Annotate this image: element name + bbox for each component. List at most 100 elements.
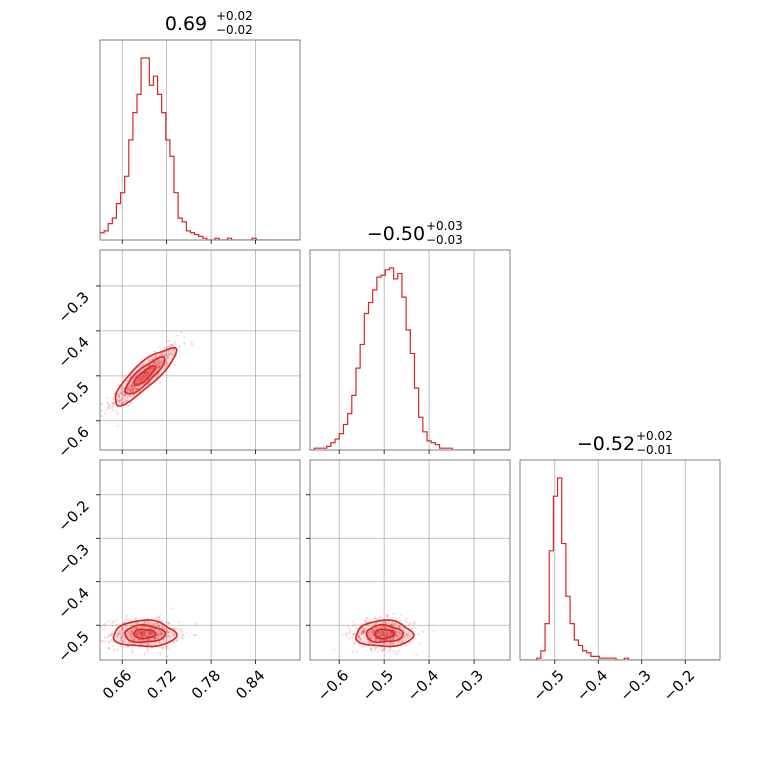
sample-point: [120, 627, 124, 630]
sample-point: [107, 406, 110, 409]
sample-point: [166, 339, 169, 343]
panel-content: [520, 477, 720, 660]
sample-point: [150, 646, 153, 650]
sample-point: [139, 370, 143, 373]
sample-point: [371, 632, 374, 635]
sample-point: [127, 388, 131, 391]
sample-point: [391, 627, 395, 631]
sample-point: [146, 647, 149, 650]
sample-point: [150, 632, 153, 636]
sample-point: [140, 377, 144, 380]
sample-point: [100, 639, 103, 642]
sample-point: [161, 625, 164, 628]
sample-point: [118, 630, 121, 633]
sample-point: [164, 640, 167, 643]
sample-point: [115, 409, 118, 412]
sample-point: [122, 634, 125, 638]
sample-point: [397, 625, 400, 629]
sample-point: [131, 383, 134, 386]
sample-point: [90, 631, 92, 633]
sample-point: [374, 637, 378, 640]
sample-point: [159, 652, 162, 655]
sample-point: [113, 402, 116, 405]
sample-point: [122, 629, 125, 632]
contour-level-1: [114, 347, 178, 407]
sample-point: [167, 354, 170, 357]
sample-point: [145, 372, 148, 375]
contour-level-3: [133, 364, 157, 387]
sample-point: [392, 623, 396, 626]
sample-point: [129, 390, 133, 393]
sample-point: [136, 631, 139, 634]
sample-point: [163, 352, 166, 355]
sample-point: [139, 631, 142, 634]
y-tick-label: −0.4: [54, 333, 92, 371]
sample-point: [107, 646, 111, 650]
sample-point: [144, 634, 147, 637]
sample-point: [151, 357, 154, 361]
sample-point: [156, 364, 159, 367]
sample-point: [382, 625, 385, 628]
sample-point: [171, 343, 174, 346]
sample-point: [160, 352, 163, 356]
sample-point: [368, 634, 371, 637]
sample-point: [172, 344, 176, 347]
sample-point: [116, 424, 120, 427]
sample-point: [371, 629, 374, 632]
sample-point: [362, 630, 365, 633]
sample-point: [363, 641, 366, 644]
sample-point: [194, 633, 197, 637]
sample-point: [145, 642, 148, 645]
sample-point: [130, 385, 134, 388]
sample-point: [140, 633, 143, 636]
sample-point: [165, 629, 169, 632]
sample-point: [153, 637, 157, 640]
sample-point: [193, 634, 196, 637]
sample-point: [144, 374, 147, 378]
sample-point: [147, 370, 150, 373]
sample-point: [382, 648, 385, 651]
sample-point: [390, 632, 394, 635]
sample-point: [149, 633, 152, 636]
sample-point: [369, 641, 372, 645]
sample-point: [116, 632, 119, 635]
sample-point: [136, 621, 140, 624]
title-median: −0.52: [577, 433, 635, 455]
sample-point: [388, 622, 391, 625]
sample-point: [140, 632, 143, 635]
sample-point: [370, 635, 374, 638]
panel-frame: [99, 249, 301, 451]
sample-point: [375, 637, 378, 640]
sample-point: [174, 627, 177, 630]
sample-point: [140, 631, 143, 634]
sample-point: [151, 363, 154, 366]
sample-point: [161, 358, 164, 362]
sample-point: [154, 636, 157, 639]
sample-point: [123, 394, 127, 397]
sample-point: [156, 633, 160, 636]
sample-point: [358, 643, 361, 646]
sample-point: [357, 634, 360, 638]
sample-point: [149, 637, 152, 640]
sample-point: [360, 632, 363, 635]
sample-point: [366, 616, 369, 620]
sample-point: [398, 625, 401, 628]
sample-point: [149, 367, 153, 370]
sample-point: [345, 634, 348, 637]
sample-point: [415, 654, 418, 657]
sample-point: [378, 634, 381, 638]
sample-point: [142, 377, 145, 380]
sample-point: [135, 626, 139, 629]
sample-point: [102, 628, 106, 631]
sample-point: [373, 636, 377, 639]
sample-point: [120, 397, 124, 400]
sample-point: [172, 633, 175, 636]
sample-point: [127, 385, 131, 388]
sample-point: [391, 623, 394, 626]
panel-2-0: 0.66 0.72 0.78 0.84 −0.5 −0.4 −0.3 −0.2: [54, 459, 301, 703]
sample-point: [413, 622, 416, 625]
sample-point: [111, 404, 115, 407]
sample-point: [126, 387, 130, 390]
sample-point: [164, 644, 168, 648]
sample-point: [112, 402, 115, 406]
